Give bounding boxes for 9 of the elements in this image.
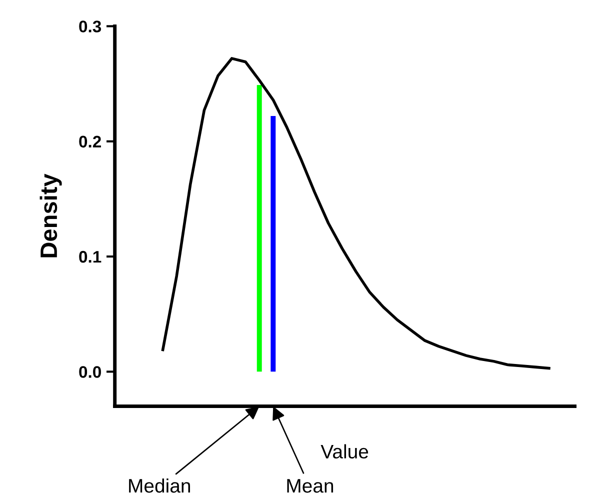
x-axis-title: Value <box>320 444 368 459</box>
y-tick-label: 0.2 <box>79 136 101 148</box>
text: Mean <box>287 479 334 493</box>
line-series <box>161 57 550 370</box>
y-axis-title: Density <box>40 174 62 258</box>
y-tick-label: 0.1 <box>79 250 102 263</box>
text: Median <box>129 478 190 493</box>
y-tick-label: 0.0 <box>79 366 101 378</box>
y-tick-label: 0.3 <box>79 20 102 32</box>
